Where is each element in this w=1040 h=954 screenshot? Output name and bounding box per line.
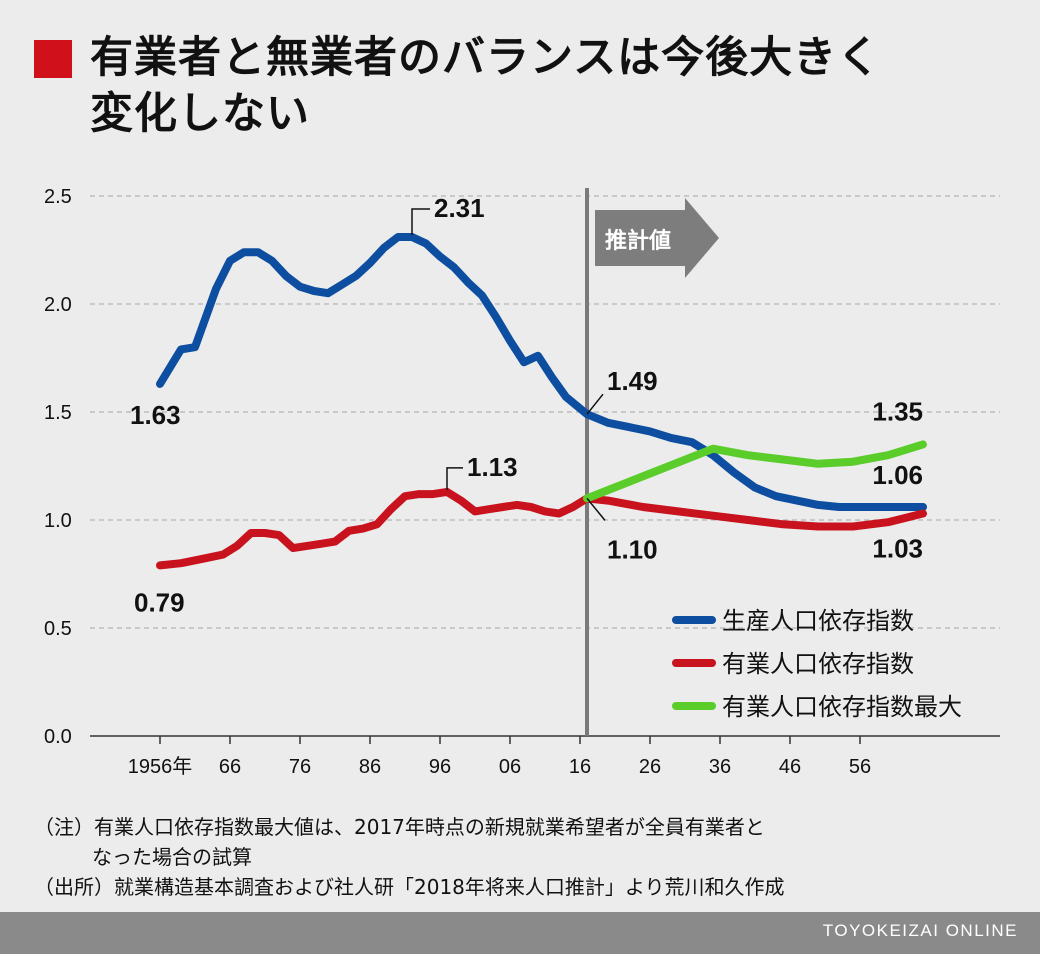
data-label: 1.13 bbox=[467, 452, 518, 482]
notes: （注）有業人口依存指数最大値は、2017年時点の新規就業希望者が全員有業者と な… bbox=[34, 812, 1024, 902]
note-1-line-1: （注）有業人口依存指数最大値は、2017年時点の新規就業希望者が全員有業者と bbox=[34, 815, 765, 839]
x-tick-label: 86 bbox=[359, 756, 381, 778]
y-tick-label: 2.5 bbox=[44, 186, 72, 208]
series-line-1 bbox=[156, 233, 927, 511]
y-tick-label: 0.0 bbox=[44, 726, 72, 748]
x-tick-label: 26 bbox=[639, 756, 661, 778]
title-line-1: 有業者と無業者のバランスは今後大きく bbox=[90, 33, 882, 83]
annotation-leader bbox=[586, 497, 606, 521]
data-label: 1.49 bbox=[607, 366, 658, 396]
legend-label: 有業人口依存指数 bbox=[722, 650, 914, 678]
title-marker bbox=[34, 40, 72, 78]
data-label: 1.10 bbox=[607, 534, 658, 564]
y-tick-label: 1.0 bbox=[44, 510, 72, 532]
series-line-3 bbox=[583, 440, 927, 503]
footer-bar: TOYOKEIZAI ONLINE bbox=[0, 912, 1040, 954]
x-tick-label: 06 bbox=[499, 756, 521, 778]
source-note: （出所）就業構造基本調査および社人研「2018年将来人口推計」より荒川和久作成 bbox=[34, 875, 785, 899]
data-label: 1.35 bbox=[872, 396, 923, 426]
x-tick-label: 66 bbox=[219, 756, 241, 778]
x-tick-label: 96 bbox=[429, 756, 451, 778]
legend-label: 生産人口依存指数 bbox=[722, 607, 914, 635]
y-tick-label: 2.0 bbox=[44, 294, 72, 316]
note-1-line-2: なった場合の試算 bbox=[92, 845, 252, 869]
data-label: 0.79 bbox=[134, 587, 185, 617]
annotation-leader bbox=[411, 208, 430, 236]
x-tick-label: 46 bbox=[779, 756, 801, 778]
x-tick-label: 16 bbox=[569, 756, 591, 778]
annotation-leader bbox=[586, 393, 604, 415]
title-line-2: 変化しない bbox=[90, 89, 310, 139]
title-block: 有業者と無業者のバランスは今後大きく 変化しない bbox=[34, 30, 1024, 142]
x-tick-label: 76 bbox=[289, 756, 311, 778]
y-tick-label: 0.5 bbox=[44, 618, 72, 640]
x-tick-label: 56 bbox=[849, 756, 871, 778]
x-tick-label: 36 bbox=[709, 756, 731, 778]
data-label: 1.06 bbox=[872, 460, 923, 490]
projection-label: 推計値 bbox=[605, 228, 671, 254]
y-tick-label: 1.5 bbox=[44, 402, 72, 424]
data-label: 1.03 bbox=[872, 534, 923, 564]
data-label: 1.63 bbox=[130, 400, 181, 430]
data-label: 2.31 bbox=[434, 193, 485, 223]
x-tick-label: 1956年 bbox=[128, 755, 193, 778]
chart-title: 有業者と無業者のバランスは今後大きく 変化しない bbox=[34, 30, 1024, 142]
annotation-leader bbox=[446, 467, 463, 490]
series-line-2 bbox=[156, 487, 927, 570]
projection-arrow bbox=[595, 198, 719, 278]
footer-credit: TOYOKEIZAI ONLINE bbox=[822, 921, 1018, 940]
legend-label: 有業人口依存指数最大 bbox=[722, 693, 962, 721]
